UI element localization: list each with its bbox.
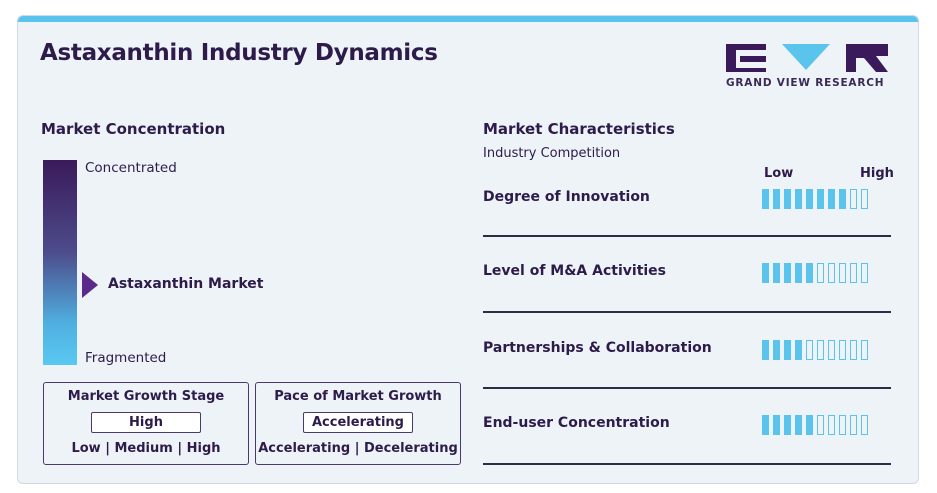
concentration-gradient-bar — [43, 160, 77, 365]
rating-segment-filled — [795, 189, 802, 209]
rating-segment-filled — [784, 263, 791, 283]
rating-segment-empty — [828, 415, 835, 435]
rating-segment-empty — [850, 263, 857, 283]
market-characteristics-heading: Market Characteristics — [483, 120, 675, 138]
rating-bars-partnerships — [762, 340, 868, 362]
grand-view-research-logo: GRAND VIEW RESEARCH — [726, 42, 896, 92]
top-accent-bar — [18, 16, 918, 22]
rating-segment-empty — [861, 189, 868, 209]
growth-stage-options: Low | Medium | High — [71, 441, 221, 456]
rating-segment-filled — [762, 263, 769, 283]
rating-segment-filled — [839, 189, 846, 209]
divider — [483, 235, 891, 237]
rating-segment-filled — [762, 340, 769, 360]
rating-segment-filled — [773, 415, 780, 435]
rating-segment-empty — [817, 340, 824, 360]
growth-stage-value: High — [91, 412, 201, 433]
rating-segment-empty — [817, 415, 824, 435]
rating-segment-empty — [861, 263, 868, 283]
rating-segment-empty — [850, 340, 857, 360]
row-label-innovation: Degree of Innovation — [483, 189, 650, 205]
rating-segment-empty — [861, 340, 868, 360]
rating-segment-filled — [795, 263, 802, 283]
rating-bars-innovation — [762, 189, 868, 211]
rating-segment-filled — [784, 415, 791, 435]
rating-segment-filled — [795, 415, 802, 435]
rating-segment-filled — [773, 263, 780, 283]
rating-segment-filled — [762, 415, 769, 435]
rating-segment-filled — [784, 340, 791, 360]
rating-segment-filled — [784, 189, 791, 209]
rating-segment-filled — [773, 340, 780, 360]
rating-segment-empty — [806, 340, 813, 360]
rating-bars-end-user — [762, 415, 868, 437]
market-concentration-heading: Market Concentration — [41, 120, 226, 138]
row-label-end-user: End-user Concentration — [483, 415, 670, 431]
concentrated-label: Concentrated — [85, 160, 177, 176]
scale-high-label: High — [860, 166, 894, 181]
rating-segment-filled — [795, 340, 802, 360]
market-growth-stage-box: Market Growth Stage High Low | Medium | … — [43, 382, 249, 465]
growth-pace-title: Pace of Market Growth — [274, 389, 442, 404]
rating-segment-empty — [839, 263, 846, 283]
rating-segment-empty — [839, 340, 846, 360]
pace-of-growth-box: Pace of Market Growth Accelerating Accel… — [255, 382, 461, 465]
divider — [483, 463, 891, 465]
rating-segment-filled — [773, 189, 780, 209]
growth-pace-options: Accelerating | Decelerating — [258, 441, 458, 456]
rating-segment-empty — [850, 189, 857, 209]
rating-segment-filled — [806, 189, 813, 209]
logo-text: GRAND VIEW RESEARCH — [726, 77, 885, 89]
page-title: Astaxanthin Industry Dynamics — [40, 40, 438, 66]
rating-segment-empty — [861, 415, 868, 435]
rating-segment-filled — [806, 415, 813, 435]
scale-low-label: Low — [764, 166, 794, 181]
row-label-partnerships: Partnerships & Collaboration — [483, 340, 712, 356]
rating-segment-filled — [806, 263, 813, 283]
rating-segment-filled — [817, 189, 824, 209]
rating-segment-empty — [828, 340, 835, 360]
logo-mark-icon — [726, 44, 888, 72]
industry-competition-label: Industry Competition — [483, 146, 621, 161]
divider — [483, 387, 891, 389]
rating-segment-empty — [850, 415, 857, 435]
growth-pace-value: Accelerating — [303, 412, 413, 433]
divider — [483, 311, 891, 313]
market-pointer-icon — [82, 272, 98, 298]
fragmented-label: Fragmented — [85, 350, 167, 366]
rating-segment-filled — [762, 189, 769, 209]
rating-segment-empty — [839, 415, 846, 435]
rating-bars-mna — [762, 263, 868, 285]
growth-stage-title: Market Growth Stage — [67, 389, 225, 404]
rating-segment-empty — [828, 263, 835, 283]
row-label-mna: Level of M&A Activities — [483, 263, 667, 279]
market-position-label: Astaxanthin Market — [108, 276, 264, 292]
rating-segment-empty — [817, 263, 824, 283]
rating-segment-filled — [828, 189, 835, 209]
dynamics-card: Astaxanthin Industry Dynamics GRAND VIEW… — [17, 15, 919, 484]
